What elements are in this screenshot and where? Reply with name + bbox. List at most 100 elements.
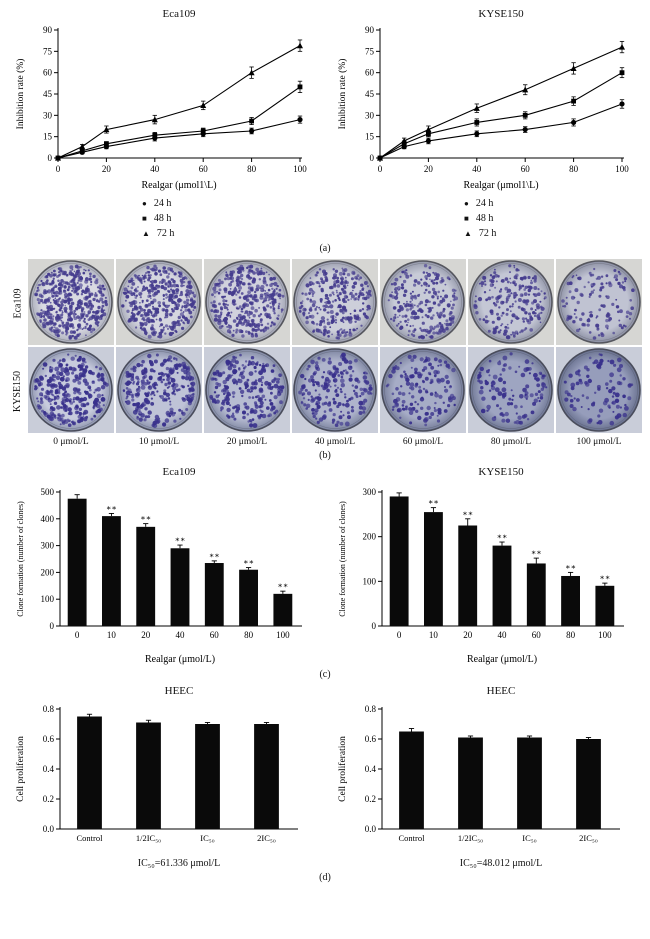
- row-label-eca109-text: Eca109: [12, 288, 24, 318]
- legend-eca109: ● 24 h ■ 48 h ▲ 72 h: [142, 197, 174, 240]
- chart-block-heec-left: HEEC 0.0 0.2 0.4 0.6 0.8 Cell proliferation Co…: [12, 685, 316, 869]
- svg-text:60: 60: [199, 164, 209, 174]
- line-chart-kyse150: 0 15 30 45 60 75 90 Inhibition rate (%) Realgar …: [337, 25, 629, 191]
- legend-item-48h: ■ 48 h: [464, 212, 496, 225]
- line-chart-eca109: 0 15 30 45 60 75 90 Inhibition rate (%) Realgar …: [15, 25, 307, 191]
- svg-text:0.6: 0.6: [365, 734, 377, 744]
- well-image-eca109-10: [116, 259, 202, 345]
- svg-text:20: 20: [141, 630, 151, 640]
- square-marker-icon: ■: [464, 213, 469, 223]
- svg-text:100: 100: [293, 164, 307, 174]
- chart-title-kyse150: KYSE150: [478, 8, 524, 20]
- wells-grid: [28, 259, 642, 433]
- svg-text:Realgar (μmol1\L): Realgar (μmol1\L): [463, 180, 538, 191]
- legend-label-24h: 24 h: [153, 198, 172, 209]
- svg-text:75: 75: [365, 46, 375, 56]
- svg-text:100: 100: [598, 630, 612, 640]
- well-image-eca109-100: [556, 259, 642, 345]
- svg-text:0: 0: [372, 621, 377, 631]
- square-marker-icon: ■: [142, 213, 147, 223]
- svg-text:40: 40: [498, 630, 508, 640]
- row-label-kyse150-text: KYSE150: [12, 370, 24, 412]
- legend-label-72h: 72 h: [156, 228, 175, 239]
- svg-text:0.8: 0.8: [365, 704, 377, 714]
- svg-text:1/2IC₅₀: 1/2IC₅₀: [136, 833, 161, 843]
- svg-text:0: 0: [50, 621, 55, 631]
- svg-text:0: 0: [48, 153, 53, 163]
- panel-b: Eca109 KYSE150 0 μmol/L 10 μmol/L 20 μmol/…: [0, 259, 650, 447]
- svg-text:0.0: 0.0: [365, 824, 377, 834]
- well-image-kyse150-0: [28, 347, 114, 433]
- svg-text:200: 200: [41, 567, 55, 577]
- panel-c: Eca109 0 100 200 300 400 500 Clone formation (…: [0, 466, 650, 666]
- svg-text:200: 200: [363, 532, 377, 542]
- svg-text:400: 400: [41, 514, 55, 524]
- svg-text:2IC₅₀: 2IC₅₀: [579, 833, 598, 843]
- well-image-eca109-40: [292, 259, 378, 345]
- circle-marker-icon: ●: [142, 198, 147, 208]
- well-image-eca109-60: [380, 259, 466, 345]
- chart-block-kyse150-bars: KYSE150 0 100 200 300 Clone formation (numbe…: [334, 466, 638, 666]
- bar-chart-heec-kyse150-ic50: 0.0 0.2 0.4 0.6 0.8 Cell proliferation Control…: [337, 704, 620, 843]
- svg-text:1/2IC₅₀: 1/2IC₅₀: [458, 833, 483, 843]
- well-col-label: 60 μmol/L: [402, 437, 444, 447]
- row-label-eca109: Eca109: [8, 259, 28, 347]
- svg-text:∗∗: ∗∗: [175, 535, 186, 544]
- panel-d-label: (d): [319, 872, 331, 883]
- svg-text:90: 90: [43, 25, 53, 35]
- svg-text:IC₅₀: IC₅₀: [522, 833, 536, 843]
- svg-text:45: 45: [43, 89, 53, 99]
- svg-text:∗∗: ∗∗: [140, 514, 151, 523]
- legend-item-72h: ▲ 72 h: [142, 227, 174, 240]
- svg-text:0: 0: [75, 630, 80, 640]
- svg-text:10: 10: [429, 630, 439, 640]
- svg-text:45: 45: [365, 89, 375, 99]
- svg-text:IC₅₀: IC₅₀: [200, 833, 214, 843]
- well-image-kyse150-100: [556, 347, 642, 433]
- svg-text:80: 80: [566, 630, 576, 640]
- well-image-kyse150-40: [292, 347, 378, 433]
- chart-block-eca109-lines: Eca109 0 15 30 45 60 75 90 Inhibition rate (%) R…: [12, 8, 316, 240]
- well-col-label: 0 μmol/L: [53, 437, 89, 447]
- well-col-label: 10 μmol/L: [138, 437, 180, 447]
- well-col-label: 20 μmol/L: [226, 437, 268, 447]
- panel-c-label: (c): [319, 669, 331, 680]
- svg-text:60: 60: [43, 68, 53, 78]
- svg-text:0.8: 0.8: [43, 704, 55, 714]
- svg-text:0: 0: [397, 630, 402, 640]
- chart-block-eca109-bars: Eca109 0 100 200 300 400 500 Clone formation (…: [12, 466, 316, 666]
- svg-text:0: 0: [370, 153, 375, 163]
- svg-text:80: 80: [247, 164, 257, 174]
- svg-text:60: 60: [210, 630, 220, 640]
- legend-item-48h: ■ 48 h: [142, 212, 174, 225]
- svg-text:Clone formation (number of clo: Clone formation (number of clones): [338, 501, 347, 617]
- well-column-labels: 0 μmol/L 10 μmol/L 20 μmol/L 40 μmol/L 60 μm…: [28, 437, 642, 447]
- svg-text:∗∗: ∗∗: [243, 558, 254, 567]
- svg-text:∗∗: ∗∗: [565, 562, 576, 571]
- svg-text:Realgar (μmol1\L): Realgar (μmol1\L): [141, 180, 216, 191]
- well-row-labels: Eca109 KYSE150: [8, 259, 28, 447]
- svg-text:40: 40: [150, 164, 160, 174]
- chart-title-eca109: Eca109: [162, 466, 196, 478]
- wells-area: 0 μmol/L 10 μmol/L 20 μmol/L 40 μmol/L 60 μm…: [28, 259, 642, 447]
- svg-text:30: 30: [365, 110, 375, 120]
- svg-text:0.2: 0.2: [43, 794, 54, 804]
- svg-text:Realgar (μmol/L): Realgar (μmol/L): [467, 654, 537, 665]
- svg-text:20: 20: [424, 164, 434, 174]
- svg-text:∗∗: ∗∗: [462, 509, 473, 518]
- panel-a: Eca109 0 15 30 45 60 75 90 Inhibition rate (%) R…: [0, 8, 650, 240]
- svg-text:∗∗: ∗∗: [531, 548, 542, 557]
- svg-text:40: 40: [472, 164, 482, 174]
- svg-text:0.2: 0.2: [365, 794, 376, 804]
- svg-text:15: 15: [365, 132, 375, 142]
- svg-text:Cell proliferation: Cell proliferation: [337, 736, 348, 802]
- svg-text:60: 60: [521, 164, 531, 174]
- svg-text:80: 80: [569, 164, 579, 174]
- chart-title-eca109: Eca109: [162, 8, 196, 20]
- ic50-caption-right: IC₅₀=48.012 μmol/L: [459, 858, 543, 869]
- svg-text:Inhibition rate (%): Inhibition rate (%): [337, 59, 348, 130]
- legend-item-24h: ● 24 h: [142, 197, 174, 210]
- svg-text:15: 15: [43, 132, 53, 142]
